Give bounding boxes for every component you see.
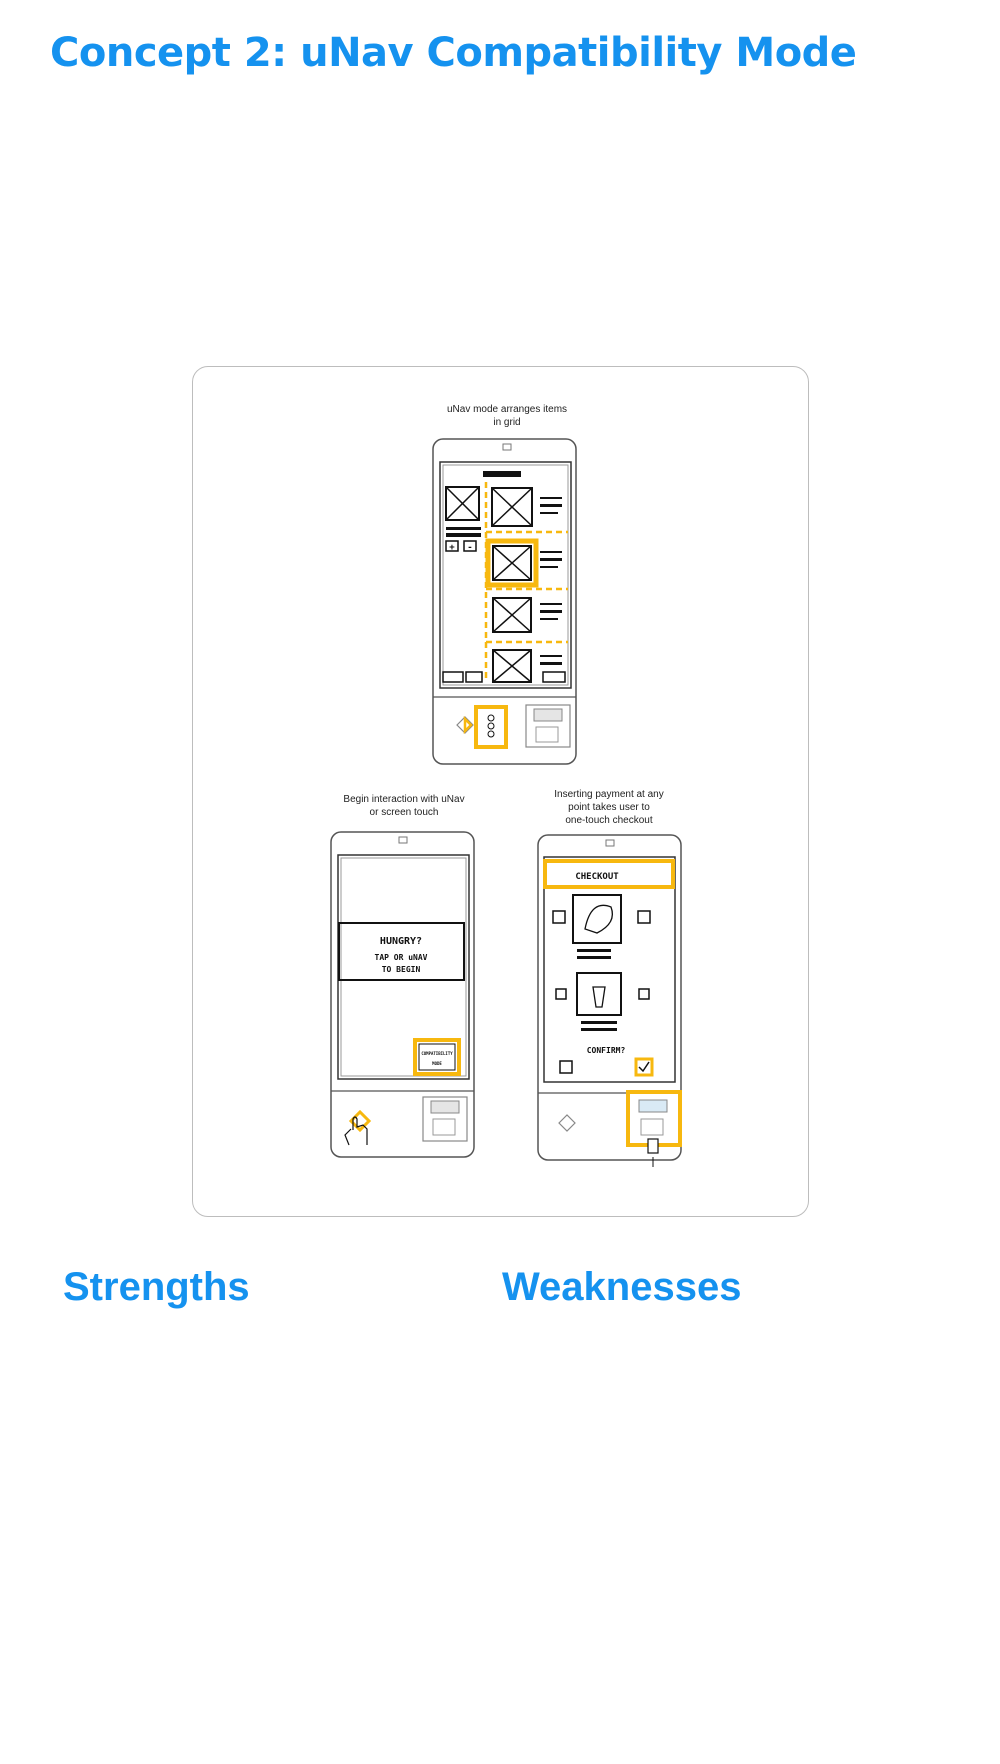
weaknesses-heading: Weaknesses (502, 1265, 742, 1309)
caption-checkout-line-3: one-touch checkout (565, 815, 653, 826)
kiosk-sketch-grid: uNav mode arranges items in grid + (432, 404, 577, 765)
concept-sketches: uNav mode arranges items in grid + (330, 404, 682, 1167)
kiosk-sketch-start: Begin interaction with uNav or screen to… (330, 794, 475, 1158)
kiosk-sketch-checkout: Inserting payment at any point takes use… (537, 789, 682, 1167)
caption-start-line-2: or screen touch (370, 807, 439, 818)
confirm-label: CONFIRM? (587, 1046, 626, 1055)
caption-start-line-1: Begin interaction with uNav (343, 794, 464, 805)
page-title: Concept 2: uNav Compatibility Mode (50, 30, 857, 76)
caption-checkout-line-2: point takes user to (568, 802, 650, 813)
svg-text:-: - (467, 543, 472, 553)
caption-grid-line-1: uNav mode arranges items (447, 404, 567, 415)
svg-text:+: + (449, 543, 455, 553)
start-prompt-line-3: TO BEGIN (382, 965, 421, 974)
checkout-label: CHECKOUT (575, 872, 619, 882)
sketch-card: uNav mode arranges items in grid + (192, 366, 809, 1217)
strengths-heading: Strengths (63, 1265, 250, 1309)
caption-checkout-line-1: Inserting payment at any (554, 789, 664, 800)
caption-grid-line-2: in grid (493, 417, 520, 428)
start-prompt-line-2: TAP OR uNAV (375, 953, 428, 962)
compatibility-mode-label-2: MODE (432, 1061, 442, 1066)
start-prompt-line-1: HUNGRY? (380, 936, 422, 947)
compatibility-mode-label-1: COMPATIBILITY (421, 1051, 453, 1056)
